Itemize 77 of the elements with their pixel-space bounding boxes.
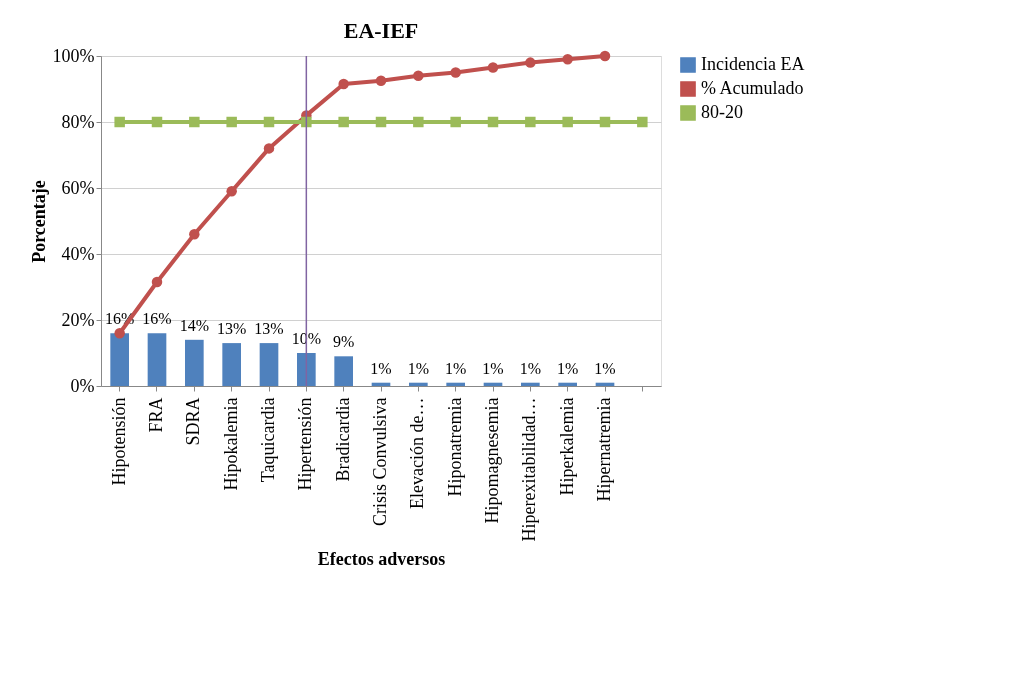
data-label: 1% [407, 359, 429, 377]
x-tick-label: Hiperexitabilidad… [519, 397, 540, 542]
x-tick-label: Hipernatremia [594, 397, 614, 502]
data-label: 13% [254, 320, 284, 338]
bar [446, 382, 465, 386]
x-tick-label: FRA [146, 397, 166, 433]
x-tick-label: Taquicardia [258, 397, 278, 483]
point [562, 116, 573, 128]
bar [297, 353, 316, 386]
legend-label: 80-20 [701, 102, 743, 122]
x-tick-label: Hipokalemia [220, 397, 241, 491]
x-tick-label: Crisis Convulsiva [370, 397, 390, 527]
y-tick-label: 20% [61, 309, 95, 330]
point [413, 116, 424, 128]
x-tick-label: Hipomagnesemia [482, 397, 502, 524]
y-tick-label: 40% [61, 243, 95, 264]
x-axis-title: Efectos adversos [317, 549, 446, 570]
bar [110, 333, 129, 386]
point [114, 327, 125, 339]
point [450, 116, 461, 128]
bar [222, 343, 241, 386]
point [562, 54, 573, 65]
y-tick-label: 0% [70, 375, 95, 396]
point [114, 116, 125, 128]
bar [521, 382, 540, 386]
point [338, 78, 349, 90]
point [151, 116, 163, 128]
bar [259, 343, 279, 386]
bar [558, 382, 577, 386]
x-tick-label: Hipotensión [108, 397, 129, 486]
bar [334, 356, 353, 386]
y-tick-label: 80% [61, 111, 95, 132]
point [450, 67, 461, 78]
y-axis-title: Porcentaje [28, 180, 49, 263]
point [637, 116, 648, 128]
point [301, 116, 312, 128]
data-label: 14% [179, 316, 209, 334]
x-tick-label: Bradicardia [332, 397, 353, 482]
y-tick-label: 60% [61, 177, 95, 198]
x-tick-label: Hiperkalemia [556, 397, 577, 496]
point [487, 62, 499, 73]
point [599, 50, 611, 62]
point [151, 276, 163, 288]
data-label: 1% [445, 359, 467, 377]
data-label: 16% [142, 310, 172, 328]
point [375, 116, 387, 128]
data-label: 1% [557, 359, 579, 377]
point [189, 228, 200, 240]
legend-label: Incidencia EA [701, 54, 805, 74]
x-tick-label: Hipertensión [295, 397, 316, 491]
bar [147, 333, 167, 386]
chart-title: EA-IEF [343, 18, 419, 43]
data-label: 1% [519, 359, 541, 377]
data-label: 1% [482, 359, 504, 377]
point [338, 116, 349, 128]
data-label: 1% [370, 359, 392, 377]
data-label: 1% [594, 359, 616, 377]
bar [409, 382, 428, 386]
point [189, 116, 200, 128]
x-tick-label: Hiponatremia [444, 397, 465, 497]
point [375, 75, 387, 86]
x-tick-label: Elevación de… [407, 397, 428, 509]
data-label: 9% [333, 333, 355, 351]
point [226, 186, 237, 197]
point [599, 116, 611, 128]
data-label: 13% [217, 320, 247, 338]
y-tick-label: 100% [52, 45, 95, 66]
x-tick-label: SDRA [183, 397, 204, 446]
point [525, 57, 536, 68]
bar [185, 339, 204, 386]
point [413, 70, 424, 82]
legend-label: % Acumulado [701, 78, 804, 98]
point [525, 116, 536, 128]
point [263, 143, 275, 154]
point [226, 116, 237, 128]
point [487, 116, 499, 128]
point [263, 116, 275, 128]
